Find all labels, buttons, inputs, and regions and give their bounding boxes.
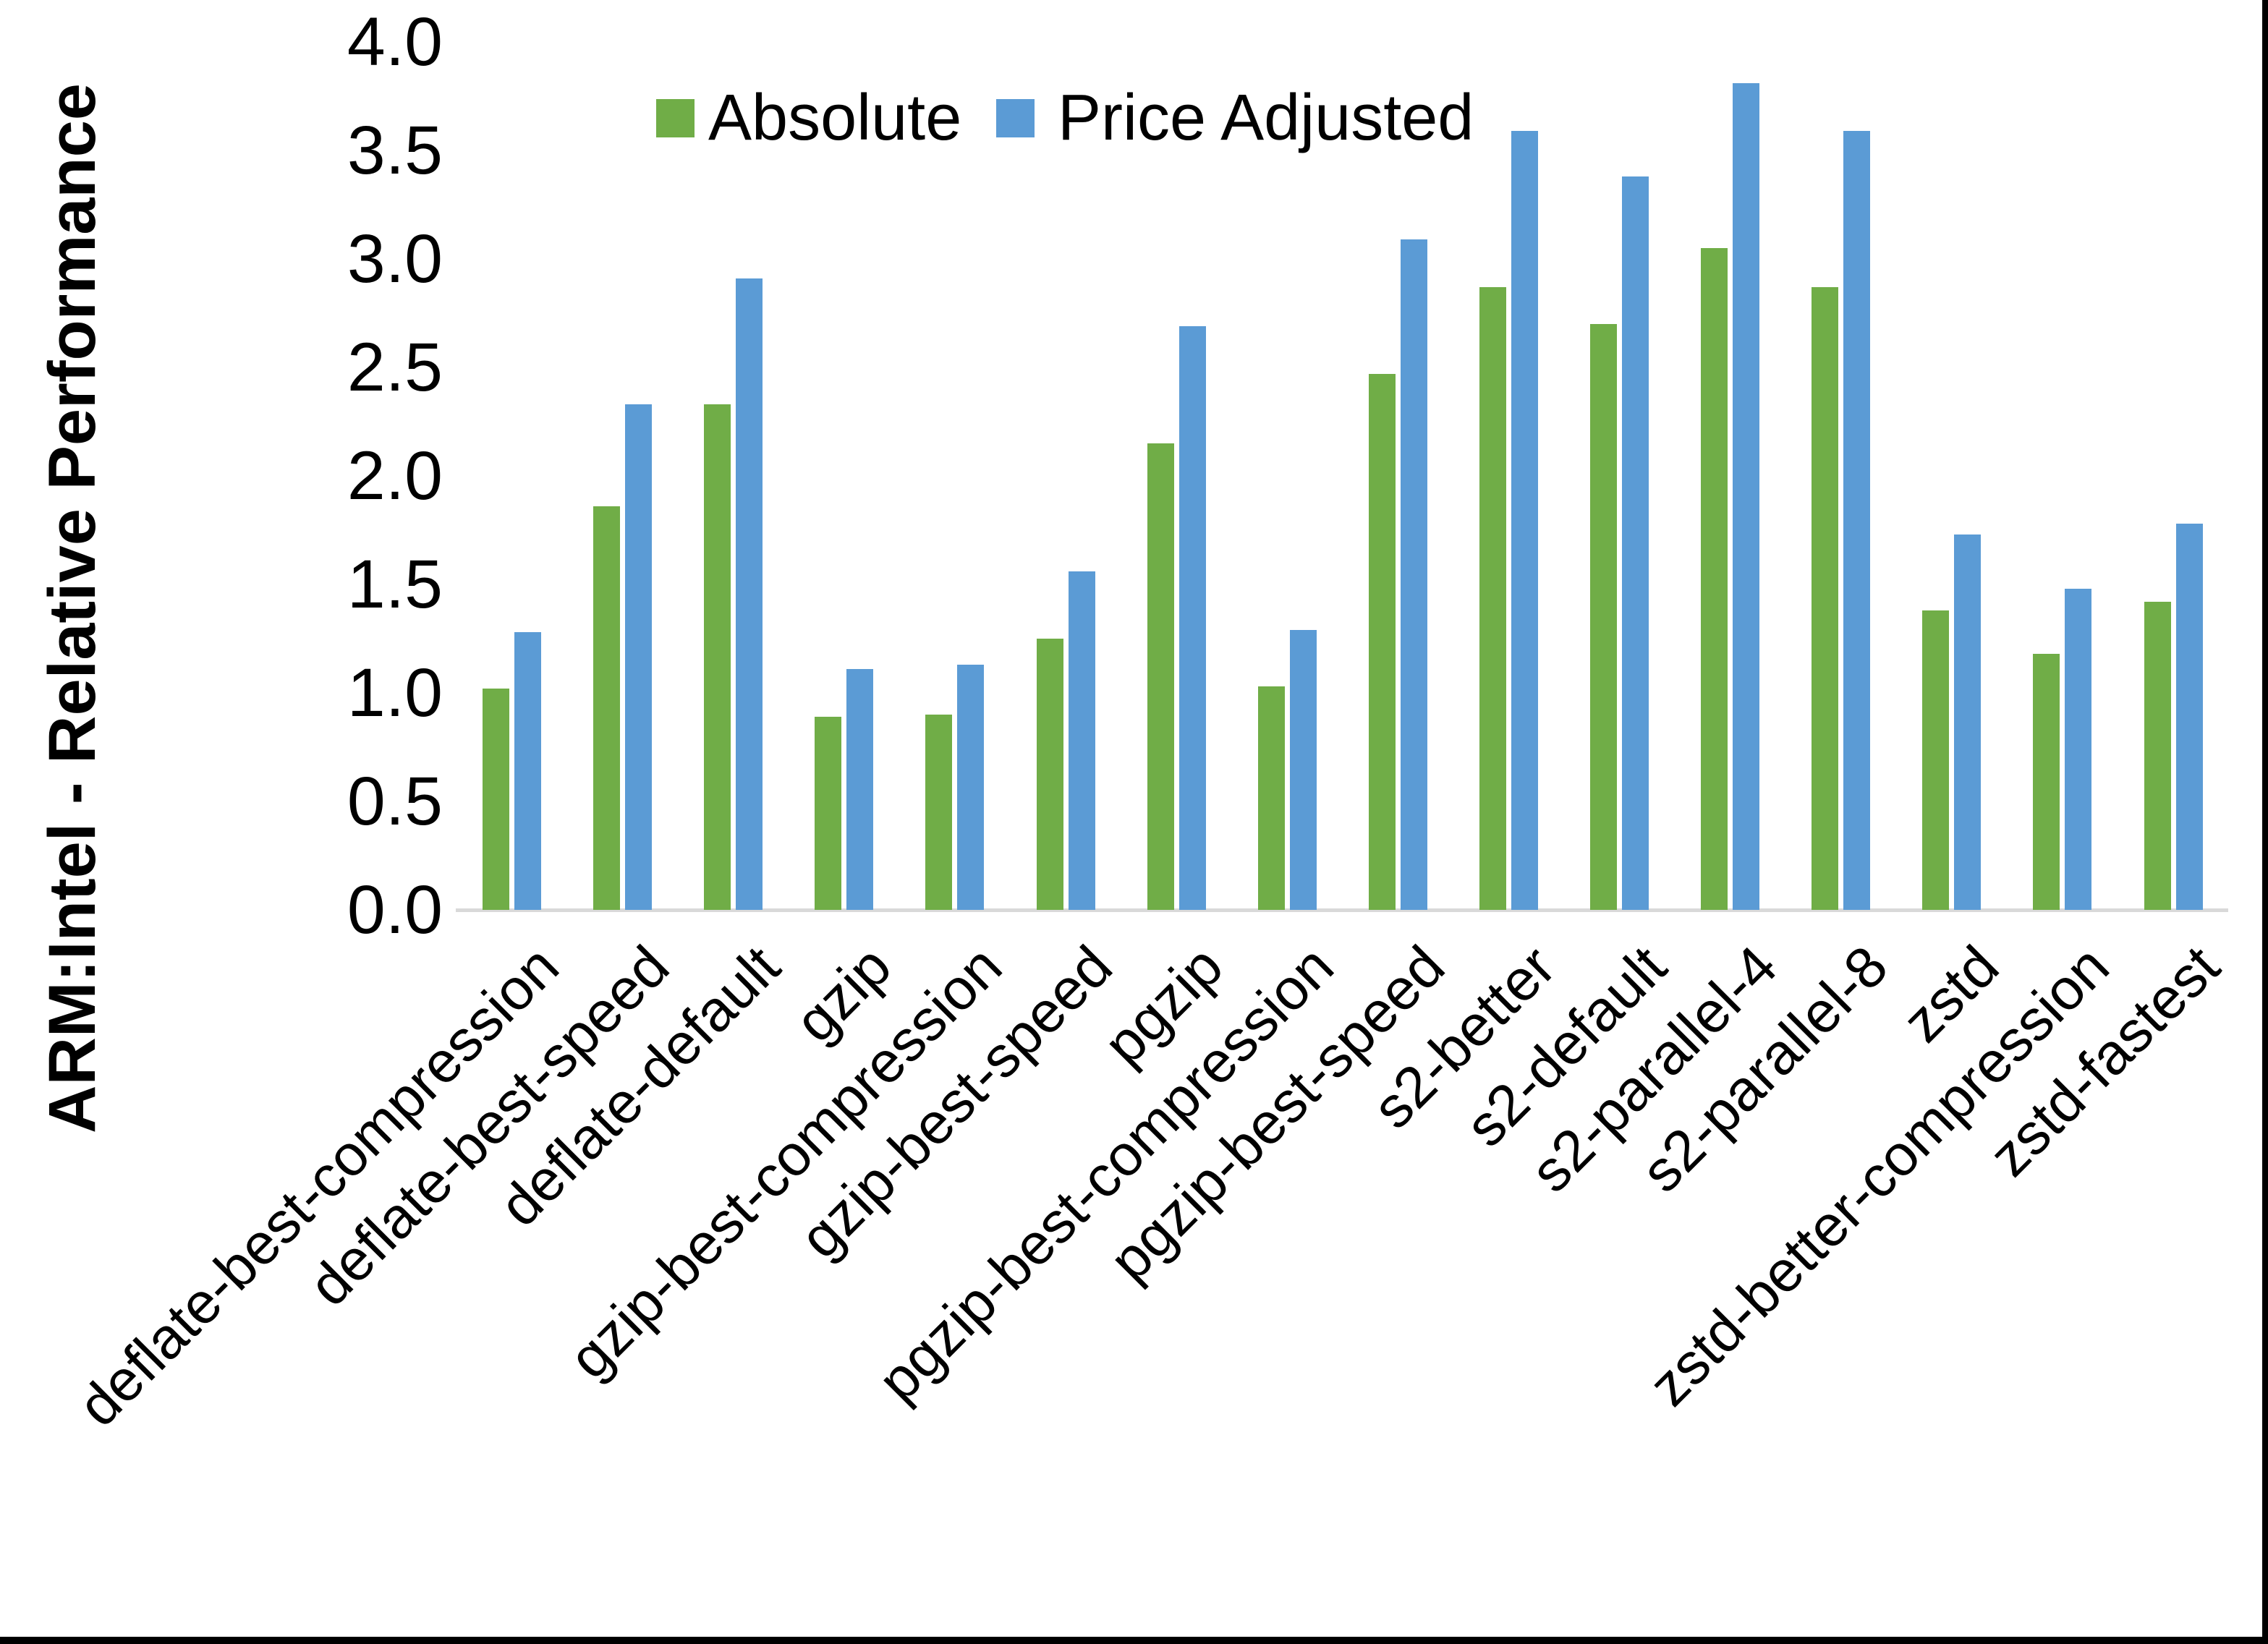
bar-absolute-zstd-fastest <box>2144 602 2171 910</box>
bar-price-adjusted-gzip-best-compression <box>957 665 984 910</box>
y-axis-title: ARM:Intel - Relative Performance <box>35 83 109 1133</box>
figure-border-bottom <box>0 1637 2268 1644</box>
bar-price-adjusted-pgzip-best-compression <box>1290 630 1317 910</box>
y-tick-label-3.5: 3.5 <box>347 112 443 189</box>
bar-absolute-s2-parallel-8 <box>1812 287 1838 910</box>
bar-price-adjusted-pgzip-best-speed <box>1401 239 1427 910</box>
bar-price-adjusted-deflate-default <box>736 278 763 910</box>
y-tick-label-4.0: 4.0 <box>347 4 443 80</box>
bar-price-adjusted-s2-better <box>1511 131 1538 910</box>
bar-absolute-gzip-best-compression <box>925 715 952 910</box>
bar-absolute-s2-better <box>1479 287 1506 910</box>
bar-absolute-pgzip-best-compression <box>1258 686 1285 910</box>
figure-border-right <box>2262 0 2268 1644</box>
y-tick-label-1.0: 1.0 <box>347 655 443 731</box>
bar-absolute-deflate-best-speed <box>593 506 620 910</box>
y-tick-label-2.0: 2.0 <box>347 438 443 514</box>
y-tick-label-3.0: 3.0 <box>347 221 443 297</box>
bar-absolute-s2-parallel-4 <box>1701 248 1728 910</box>
bar-price-adjusted-gzip-best-speed <box>1069 571 1095 910</box>
bar-price-adjusted-s2-default <box>1622 176 1649 910</box>
bar-absolute-zstd-better-compression <box>2033 654 2060 910</box>
legend-label-price-adjusted: Price Adjusted <box>1058 82 1474 154</box>
y-tick-label-2.5: 2.5 <box>347 329 443 406</box>
y-tick-label-1.5: 1.5 <box>347 546 443 623</box>
bar-absolute-pgzip <box>1147 443 1174 910</box>
bar-price-adjusted-deflate-best-compression <box>514 632 541 910</box>
bar-price-adjusted-zstd <box>1954 534 1981 910</box>
legend-swatch-price-adjusted-icon <box>996 99 1035 137</box>
bar-price-adjusted-gzip <box>846 669 873 910</box>
bar-absolute-gzip <box>815 717 841 910</box>
bar-price-adjusted-s2-parallel-8 <box>1843 131 1870 910</box>
legend-label-absolute: Absolute <box>708 82 962 154</box>
bar-price-adjusted-deflate-best-speed <box>625 404 652 910</box>
bar-absolute-zstd <box>1922 610 1949 910</box>
x-axis-line <box>456 908 2228 912</box>
bar-price-adjusted-zstd-better-compression <box>2065 589 2091 910</box>
bar-absolute-pgzip-best-speed <box>1369 374 1396 910</box>
legend-swatch-absolute-icon <box>656 99 695 137</box>
y-tick-label-0.5: 0.5 <box>347 763 443 840</box>
y-tick-label-0.0: 0.0 <box>347 872 443 948</box>
bar-price-adjusted-pgzip <box>1179 326 1206 910</box>
bar-absolute-deflate-default <box>704 404 731 910</box>
bar-price-adjusted-s2-parallel-4 <box>1733 83 1759 910</box>
bar-absolute-deflate-best-compression <box>483 689 509 910</box>
bar-absolute-s2-default <box>1590 324 1617 910</box>
bar-absolute-gzip-best-speed <box>1037 639 1063 910</box>
bar-price-adjusted-zstd-fastest <box>2176 524 2203 910</box>
